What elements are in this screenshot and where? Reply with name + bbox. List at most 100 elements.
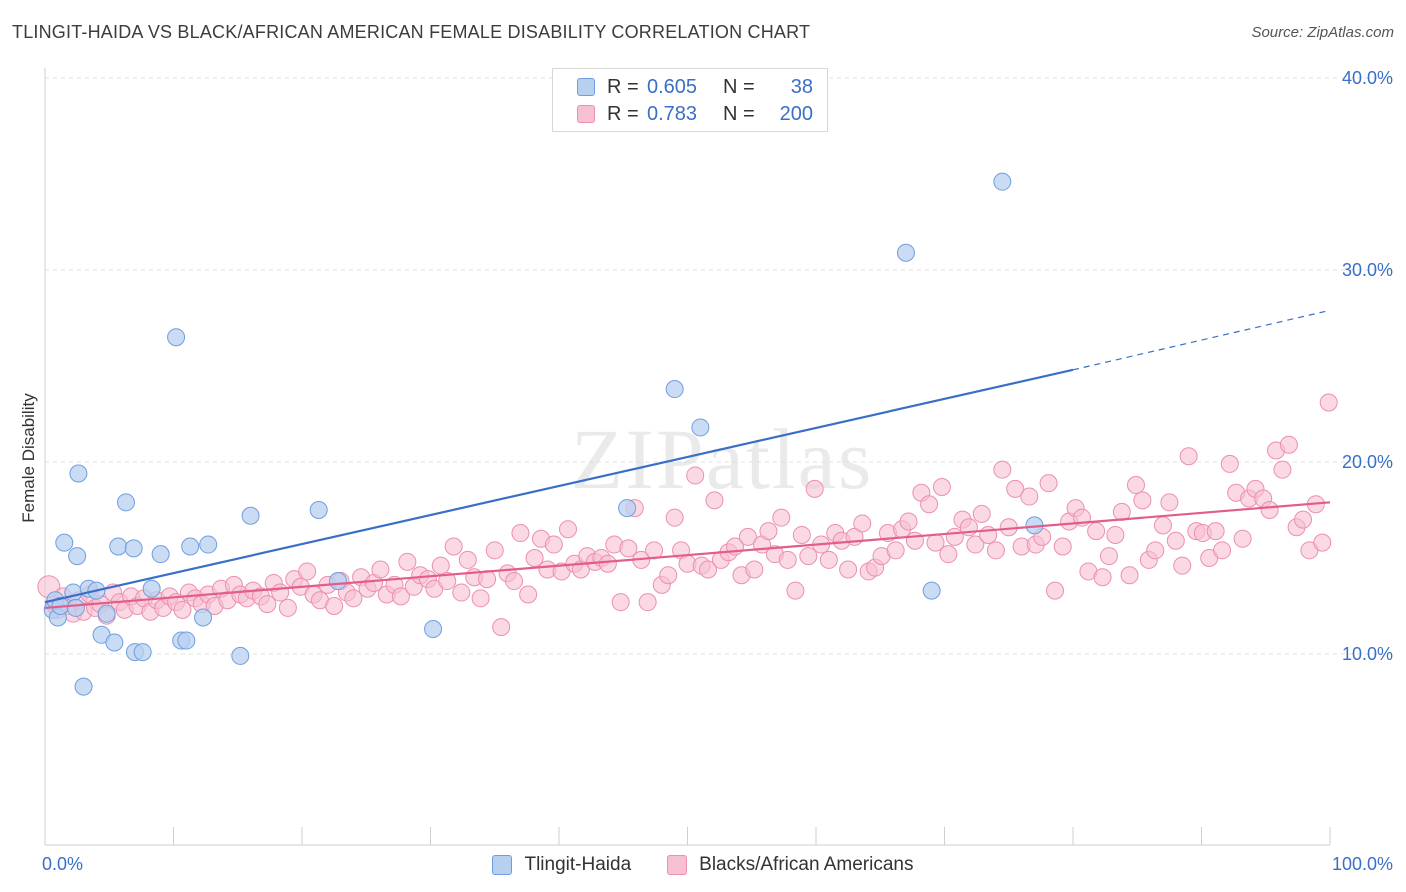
data-point-blacks: [645, 541, 664, 560]
r-value: 0.783: [647, 102, 698, 125]
data-point-tlingit: [665, 380, 684, 399]
data-point-blacks: [398, 552, 417, 571]
data-point-blacks: [1046, 581, 1065, 600]
legend-swatch-blacks: [667, 855, 688, 875]
data-point-tlingit: [328, 572, 347, 591]
data-point-blacks: [1220, 454, 1239, 473]
data-point-blacks: [258, 595, 277, 614]
data-point-tlingit: [55, 533, 74, 552]
data-point-tlingit: [74, 677, 93, 696]
data-point-blacks: [932, 477, 951, 496]
data-point-blacks: [1206, 522, 1225, 541]
data-point-tlingit: [133, 643, 152, 662]
data-point-blacks: [431, 556, 450, 575]
data-point-blacks: [1106, 525, 1125, 544]
data-point-blacks: [665, 508, 684, 527]
data-point-blacks: [993, 460, 1012, 479]
data-point-blacks: [619, 539, 638, 558]
y-tick-label: 20.0%: [1342, 452, 1393, 472]
data-point-blacks: [1039, 474, 1058, 493]
x-tick-label: 0.0%: [42, 854, 83, 874]
legend-swatch-blacks: [577, 105, 595, 123]
data-point-blacks: [1120, 566, 1139, 585]
data-point-blacks: [819, 550, 838, 569]
data-point-tlingit: [64, 583, 83, 602]
data-point-tlingit: [167, 328, 186, 347]
data-point-blacks: [525, 549, 544, 567]
data-point-blacks: [458, 550, 477, 569]
data-point-tlingit: [922, 581, 941, 600]
data-point-tlingit: [194, 608, 213, 627]
tick-labels: 10.0% 20.0% 30.0% 40.0% 0.0% 100.0%: [42, 68, 1393, 874]
data-point-blacks: [1093, 568, 1112, 587]
data-point-tlingit: [181, 537, 200, 556]
r-label: R =: [607, 75, 639, 98]
data-point-blacks: [438, 572, 457, 591]
n-value: 38: [790, 75, 813, 98]
data-point-blacks: [972, 504, 991, 523]
data-point-blacks: [1319, 393, 1338, 412]
legend-label-blacks: Blacks/African Americans: [699, 854, 914, 875]
data-point-tlingit: [424, 620, 443, 639]
data-point-tlingit: [691, 418, 710, 437]
axes: [44, 68, 1331, 846]
data-point-blacks: [705, 491, 724, 510]
data-point-blacks: [1126, 476, 1145, 495]
data-point-blacks: [939, 545, 958, 564]
stats-legend: R = 0.605 N = 38 R = 0.783 N = 200: [552, 68, 828, 132]
data-point-blacks: [558, 520, 577, 539]
trend-line-tlingit: [44, 368, 1074, 604]
data-point-tlingit: [97, 604, 116, 623]
data-point-blacks: [1153, 516, 1172, 535]
data-point-blacks: [1179, 447, 1198, 466]
n-label: N =: [723, 102, 755, 125]
data-point-blacks: [799, 547, 818, 566]
data-point-blacks: [792, 525, 811, 544]
data-point-tlingit: [151, 545, 170, 564]
data-point-blacks: [659, 566, 678, 585]
data-point-blacks: [1053, 537, 1072, 556]
data-point-blacks: [471, 589, 490, 608]
data-point-blacks: [759, 522, 778, 541]
data-point-blacks: [519, 585, 538, 604]
data-point-tlingit: [177, 631, 196, 650]
data-point-blacks: [745, 560, 764, 579]
chart-title: TLINGIT-HAIDA VS BLACK/AFRICAN AMERICAN …: [12, 22, 811, 42]
data-point-blacks: [1213, 541, 1232, 560]
series-tlingit-points: [43, 172, 1044, 696]
data-point-tlingit: [993, 172, 1012, 191]
n-label: N =: [723, 75, 755, 98]
data-point-tlingit: [618, 499, 637, 518]
data-point-blacks: [391, 587, 410, 606]
data-point-tlingit: [109, 537, 128, 556]
data-point-blacks: [173, 600, 192, 619]
source-label: Source: ZipAtlas.com: [1251, 24, 1394, 41]
data-point-blacks: [371, 560, 390, 579]
legend-swatch-tlingit: [492, 855, 513, 875]
data-point-tlingit: [69, 464, 88, 483]
data-point-tlingit: [231, 646, 250, 665]
data-point-blacks: [452, 583, 471, 602]
data-point-blacks: [511, 524, 530, 543]
data-point-blacks: [271, 583, 290, 602]
data-point-blacks: [1166, 531, 1185, 550]
data-point-tlingit: [105, 633, 124, 652]
trend-lines: [44, 309, 1331, 610]
data-point-blacks: [444, 537, 463, 556]
data-point-blacks: [638, 593, 657, 612]
data-point-tlingit: [142, 579, 161, 598]
data-point-blacks: [1313, 533, 1332, 552]
r-label: R =: [607, 102, 639, 125]
data-point-blacks: [1260, 501, 1279, 519]
y-tick-label: 10.0%: [1342, 644, 1393, 664]
data-point-blacks: [1233, 529, 1252, 548]
data-point-blacks: [853, 514, 872, 533]
y-tick-label: 40.0%: [1342, 68, 1393, 88]
data-point-blacks: [805, 479, 824, 498]
legend-swatch-tlingit: [577, 78, 595, 96]
data-point-tlingit: [309, 501, 328, 519]
data-point-blacks: [485, 541, 504, 560]
y-axis-label: Female Disability: [19, 393, 38, 523]
trend-line-blacks: [44, 501, 1331, 610]
